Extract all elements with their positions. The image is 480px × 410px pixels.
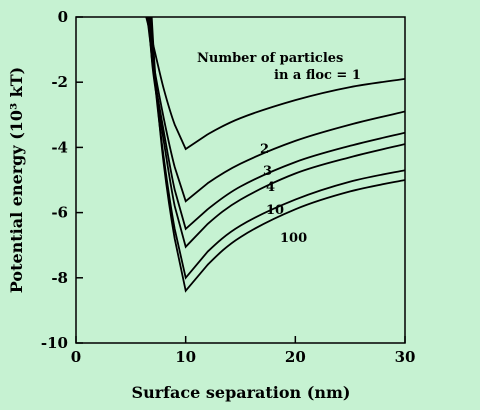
series-line-2 bbox=[146, 17, 405, 203]
x-axis-label: Surface separation (nm) bbox=[132, 383, 351, 402]
y-axis-label: Potential energy (10³ kT) bbox=[7, 67, 26, 293]
y-tick-label: 0 bbox=[58, 8, 68, 26]
x-tick-label: 30 bbox=[395, 348, 416, 366]
series-label-4: 4 bbox=[266, 180, 275, 195]
series-label-2: 2 bbox=[260, 142, 269, 157]
x-tick-label: 10 bbox=[175, 348, 196, 366]
annotations: Number of particles in a floc = 1 2 34 10 1… bbox=[197, 51, 361, 246]
series-label-3: 3 bbox=[263, 164, 272, 179]
annotation-header-line-2: in a floc = 1 bbox=[274, 68, 361, 83]
curves bbox=[145, 17, 405, 293]
y-axis: 0 -2 -4 -6 -8 -10 bbox=[41, 8, 83, 352]
plot-area bbox=[75, 16, 406, 344]
series-label-10: 10 bbox=[266, 203, 284, 218]
y-tick-label: -2 bbox=[51, 73, 68, 91]
series-line-100 bbox=[150, 17, 405, 293]
y-tick-label: -6 bbox=[51, 204, 68, 222]
series-line-1 bbox=[145, 17, 405, 151]
x-axis: 0 10 20 30 bbox=[71, 336, 416, 366]
x-tick-label: 20 bbox=[285, 348, 306, 366]
x-tick-label: 0 bbox=[71, 348, 81, 366]
y-tick-label: -10 bbox=[41, 334, 68, 352]
series-label-100: 100 bbox=[280, 231, 307, 246]
series-line-3 bbox=[147, 17, 405, 231]
y-tick-label: -8 bbox=[51, 269, 68, 287]
y-tick-label: -4 bbox=[51, 138, 68, 156]
annotation-header-line-1: Number of particles bbox=[197, 51, 343, 66]
